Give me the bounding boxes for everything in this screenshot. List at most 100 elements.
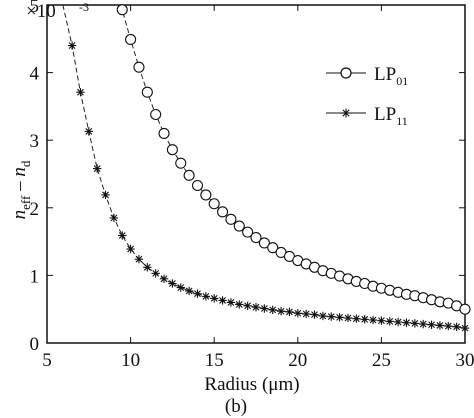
x-tick-label: 15 (205, 350, 224, 371)
star-stroke (252, 303, 260, 311)
plot-frame (46, 4, 466, 344)
data-point (258, 237, 270, 249)
star-stroke (260, 305, 268, 312)
star-stroke (344, 314, 352, 322)
data-point (318, 311, 328, 321)
star-stroke (227, 299, 235, 306)
data-point (459, 303, 471, 315)
x-tick-label: 10 (121, 350, 140, 371)
data-point (118, 231, 127, 240)
data-point (176, 283, 185, 292)
star-stroke (302, 310, 310, 318)
star-stroke (185, 287, 193, 295)
data-point (327, 312, 336, 321)
star-stroke (127, 245, 135, 253)
star-stroke (319, 312, 327, 320)
data-point (402, 318, 411, 327)
data-point (84, 127, 93, 136)
data-point (301, 309, 311, 319)
data-point (218, 296, 227, 305)
data-point (444, 321, 453, 331)
star-stroke (436, 322, 444, 329)
data-point (134, 254, 144, 264)
data-point (352, 314, 361, 323)
data-point (276, 307, 286, 316)
legend-marker-lp01 (340, 67, 352, 79)
y-scale-exponent: -3 (79, 0, 89, 14)
data-point (158, 127, 170, 139)
star-stroke (143, 263, 151, 271)
star-stroke (68, 42, 76, 49)
data-point (159, 274, 169, 283)
data-point (217, 206, 229, 218)
data-point (150, 108, 162, 121)
y-tick-label: 5 (30, 0, 40, 17)
star-stroke (269, 306, 277, 314)
star-stroke (118, 232, 126, 239)
data-point (101, 190, 110, 200)
data-point (235, 300, 244, 309)
star-stroke (311, 311, 318, 319)
data-point (143, 263, 152, 272)
data-point (151, 269, 160, 278)
data-point (250, 231, 262, 244)
y-scale-label: ×10 (26, 1, 56, 22)
data-point (419, 319, 428, 329)
data-point (452, 322, 461, 331)
figure-caption: (b) (225, 396, 247, 417)
star-stroke (152, 269, 160, 277)
data-point (268, 305, 277, 315)
star-stroke (219, 296, 226, 304)
legend-marker-lp11 (341, 108, 351, 118)
data-point (166, 144, 178, 156)
data-point (427, 320, 436, 329)
star-stroke (168, 280, 176, 287)
star-stroke (403, 319, 410, 327)
data-point (168, 279, 177, 288)
star-stroke (135, 255, 143, 263)
y-tick-label: 4 (30, 64, 40, 85)
legend-star-glyph (341, 108, 351, 118)
star-stroke (235, 301, 243, 308)
y-tick-label: 2 (30, 199, 40, 220)
series-lp01 (116, 4, 471, 315)
data-point (435, 321, 445, 330)
data-point (243, 301, 252, 311)
legend-label-lp11: LP11 (374, 104, 408, 128)
data-point (133, 61, 145, 73)
data-point (125, 33, 137, 46)
star-stroke (77, 88, 84, 96)
data-point (200, 189, 212, 201)
data-point (191, 179, 204, 192)
data-point (183, 169, 195, 181)
x-tick-label: 25 (372, 350, 391, 371)
star-stroke (244, 302, 252, 310)
data-point (242, 226, 254, 238)
star-stroke (369, 316, 377, 324)
legend-label-lp01: LP01 (374, 64, 408, 88)
data-point (335, 313, 344, 322)
data-point (377, 316, 386, 325)
star-stroke (461, 324, 469, 332)
star-stroke (419, 320, 427, 328)
star-stroke (277, 307, 285, 315)
star-stroke (93, 165, 101, 173)
data-point (126, 244, 135, 254)
series-lp11 (62, 4, 470, 333)
data-point (92, 164, 102, 173)
x-tick-label: 20 (288, 350, 307, 371)
data-point (285, 307, 294, 317)
data-point (193, 289, 202, 298)
star-stroke (102, 191, 109, 199)
curve-layer (62, 4, 471, 333)
tick-layer: 5 10 15 20 25 30 0 1 2 3 4 5 (30, 0, 474, 371)
data-point (175, 157, 187, 169)
star-stroke (342, 109, 350, 117)
star-stroke (327, 313, 335, 321)
star-stroke (294, 309, 302, 317)
x-axis-label: Radius (μm) (204, 374, 299, 395)
data-point (251, 302, 261, 312)
data-point (225, 213, 237, 225)
data-point (210, 294, 219, 303)
